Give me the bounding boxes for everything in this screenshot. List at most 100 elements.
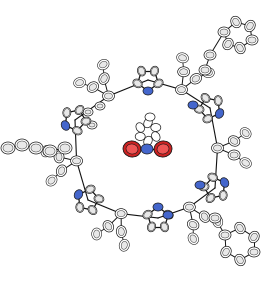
- Ellipse shape: [221, 232, 229, 238]
- Ellipse shape: [87, 121, 97, 129]
- Ellipse shape: [204, 70, 212, 76]
- Ellipse shape: [74, 190, 83, 199]
- Ellipse shape: [219, 230, 231, 240]
- Ellipse shape: [209, 213, 221, 223]
- Ellipse shape: [228, 136, 240, 146]
- Ellipse shape: [207, 195, 214, 202]
- Ellipse shape: [200, 184, 208, 190]
- Ellipse shape: [134, 80, 141, 87]
- Ellipse shape: [63, 108, 71, 118]
- Ellipse shape: [99, 61, 107, 68]
- Ellipse shape: [211, 143, 224, 153]
- Ellipse shape: [88, 205, 97, 215]
- Ellipse shape: [94, 195, 104, 203]
- Ellipse shape: [89, 206, 96, 214]
- Ellipse shape: [99, 73, 109, 84]
- Ellipse shape: [248, 37, 256, 43]
- Ellipse shape: [204, 116, 212, 122]
- Ellipse shape: [240, 128, 251, 139]
- Ellipse shape: [76, 202, 84, 212]
- Ellipse shape: [1, 142, 15, 154]
- Ellipse shape: [177, 53, 189, 63]
- Ellipse shape: [250, 249, 258, 255]
- Ellipse shape: [75, 105, 84, 114]
- Ellipse shape: [145, 113, 155, 121]
- Ellipse shape: [233, 18, 239, 26]
- Ellipse shape: [221, 246, 231, 258]
- Ellipse shape: [215, 109, 224, 118]
- Ellipse shape: [249, 231, 259, 243]
- Ellipse shape: [118, 228, 124, 236]
- Ellipse shape: [119, 239, 129, 251]
- Ellipse shape: [201, 213, 208, 220]
- Ellipse shape: [48, 177, 55, 184]
- Ellipse shape: [103, 221, 114, 232]
- Ellipse shape: [199, 183, 209, 191]
- Ellipse shape: [251, 233, 257, 241]
- Ellipse shape: [194, 105, 204, 113]
- Ellipse shape: [211, 215, 219, 221]
- Ellipse shape: [165, 211, 172, 218]
- Ellipse shape: [230, 138, 238, 144]
- Ellipse shape: [188, 101, 198, 109]
- Ellipse shape: [192, 76, 200, 82]
- Ellipse shape: [17, 141, 27, 149]
- Ellipse shape: [105, 223, 112, 230]
- Ellipse shape: [150, 66, 159, 76]
- Ellipse shape: [202, 68, 214, 78]
- Ellipse shape: [235, 42, 245, 54]
- Ellipse shape: [72, 127, 82, 135]
- Ellipse shape: [3, 144, 13, 152]
- Ellipse shape: [54, 151, 64, 163]
- Ellipse shape: [178, 87, 185, 93]
- Ellipse shape: [183, 202, 195, 212]
- Ellipse shape: [248, 247, 260, 257]
- Ellipse shape: [85, 185, 95, 193]
- Ellipse shape: [116, 225, 126, 238]
- Ellipse shape: [206, 52, 214, 58]
- Ellipse shape: [247, 22, 253, 30]
- Ellipse shape: [143, 87, 153, 95]
- Ellipse shape: [123, 141, 141, 157]
- Ellipse shape: [218, 27, 230, 37]
- Ellipse shape: [215, 218, 221, 225]
- Ellipse shape: [135, 133, 145, 141]
- Ellipse shape: [117, 211, 125, 217]
- Ellipse shape: [98, 59, 109, 70]
- Ellipse shape: [144, 118, 152, 128]
- Ellipse shape: [246, 35, 258, 45]
- Ellipse shape: [235, 222, 245, 234]
- Ellipse shape: [204, 50, 216, 60]
- Ellipse shape: [151, 124, 161, 131]
- Ellipse shape: [121, 241, 127, 249]
- Ellipse shape: [219, 190, 227, 200]
- Ellipse shape: [43, 147, 50, 155]
- Ellipse shape: [220, 29, 228, 35]
- Ellipse shape: [160, 222, 169, 232]
- Ellipse shape: [81, 117, 91, 125]
- Ellipse shape: [102, 91, 114, 101]
- Ellipse shape: [82, 118, 90, 124]
- Ellipse shape: [201, 67, 209, 73]
- Ellipse shape: [144, 211, 151, 218]
- Ellipse shape: [206, 193, 215, 202]
- Ellipse shape: [115, 209, 127, 219]
- Ellipse shape: [220, 178, 229, 187]
- Ellipse shape: [231, 16, 241, 28]
- Ellipse shape: [188, 233, 199, 245]
- Ellipse shape: [220, 191, 226, 199]
- Ellipse shape: [214, 96, 222, 106]
- Ellipse shape: [161, 223, 167, 231]
- Ellipse shape: [163, 211, 173, 219]
- Ellipse shape: [228, 150, 240, 160]
- Ellipse shape: [230, 152, 238, 158]
- Ellipse shape: [136, 123, 144, 132]
- Ellipse shape: [203, 114, 212, 123]
- Ellipse shape: [242, 160, 249, 166]
- Ellipse shape: [151, 67, 157, 75]
- Ellipse shape: [199, 65, 211, 75]
- Ellipse shape: [185, 204, 193, 210]
- Ellipse shape: [94, 230, 100, 238]
- Ellipse shape: [213, 216, 223, 227]
- Ellipse shape: [144, 136, 152, 146]
